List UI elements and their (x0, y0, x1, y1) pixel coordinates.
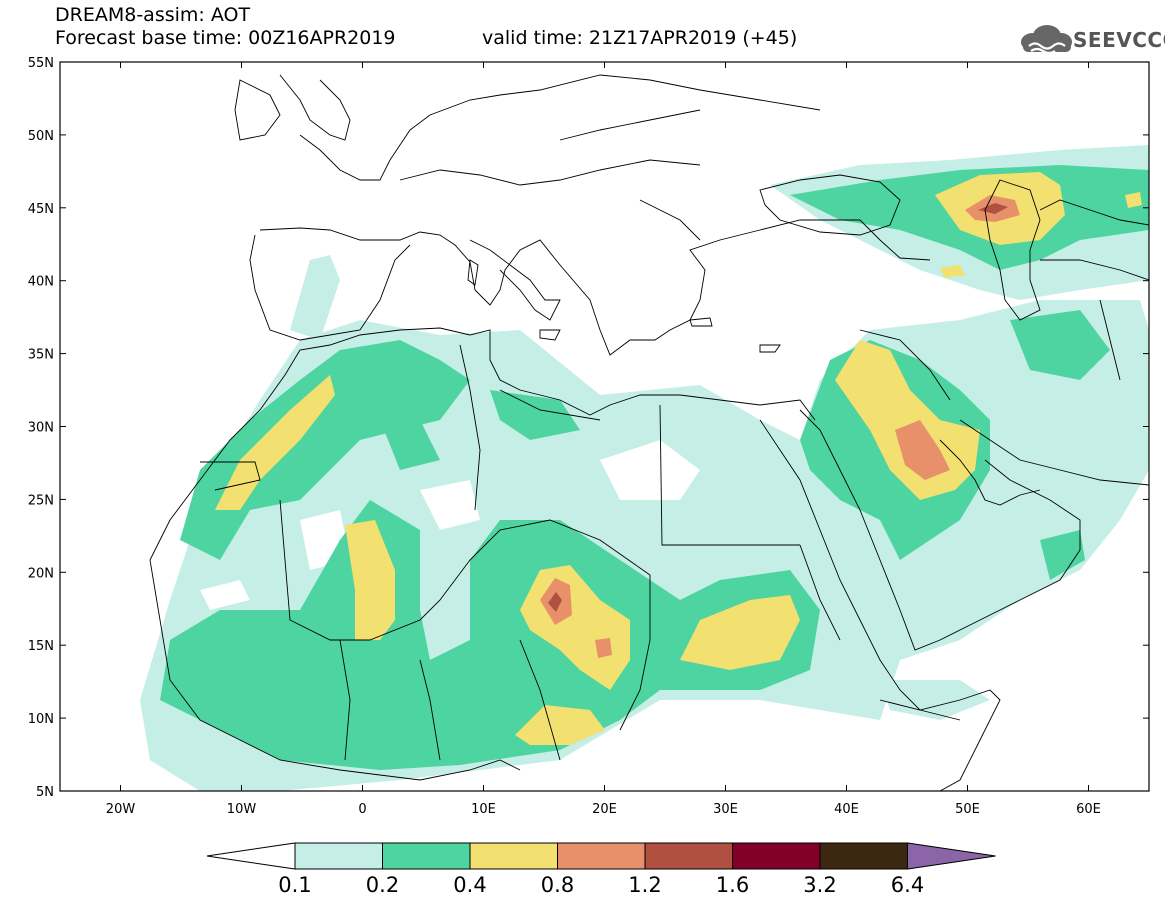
lat-label: 50N (28, 129, 54, 144)
lat-label: 20N (28, 566, 54, 581)
lat-label: 30N (28, 421, 54, 436)
aot-band-0.4 (215, 172, 1142, 745)
lat-label: 15N (28, 639, 54, 654)
colorbar-segment (557, 842, 646, 870)
colorbar-under-arrow (206, 842, 296, 870)
logo-text: SEEVCCC (1073, 28, 1165, 52)
colorbar-label: 0.2 (366, 873, 399, 897)
aot-field (140, 145, 1149, 791)
forecast-base-time: Forecast base time: 00Z16APR2019 (55, 27, 396, 49)
colorbar-segment (732, 842, 821, 870)
lon-label: 60E (1076, 802, 1101, 817)
lon-label: 20W (106, 802, 136, 817)
map-title: DREAM8-assim: AOT (55, 4, 251, 26)
valid-time: valid time: 21Z17APR2019 (+45) (482, 27, 798, 49)
colorbar-segment (644, 842, 733, 870)
longitude-axis: 20W 10W 0 10E 20E 30E 40E 50E 60E (106, 62, 1101, 817)
lat-label: 25N (28, 493, 54, 508)
latitude-axis: 55N 50N 45N 40N 35N 30N 25N 20N 15N 10N 5N (28, 56, 1149, 800)
lon-label: 10W (227, 802, 257, 817)
colorbar-label: 0.4 (453, 873, 486, 897)
lat-label: 10N (28, 712, 54, 727)
lon-label: 10E (471, 802, 496, 817)
colorbar-label: 1.2 (628, 873, 661, 897)
colorbar: 0.1 0.2 0.4 0.8 1.2 1.6 3.2 6.4 (206, 842, 996, 897)
lon-label: 0 (358, 802, 366, 817)
lon-label: 40E (834, 802, 859, 817)
colorbar-label: 1.6 (716, 873, 749, 897)
colorbar-label: 6.4 (891, 873, 924, 897)
lon-label: 20E (592, 802, 617, 817)
aot-clear-areas (200, 440, 700, 610)
coastlines-and-borders (149, 74, 1149, 791)
lon-label: 30E (713, 802, 738, 817)
cloud-icon (1021, 25, 1072, 55)
lon-label: 50E (955, 802, 980, 817)
colorbar-over-arrow (907, 842, 996, 870)
lat-label: 5N (36, 785, 54, 800)
colorbar-label: 0.1 (278, 873, 311, 897)
colorbar-label: 3.2 (803, 873, 836, 897)
lat-label: 35N (28, 348, 54, 363)
colorbar-segment (469, 842, 558, 870)
colorbar-segment (819, 842, 908, 870)
lat-label: 45N (28, 202, 54, 217)
lat-label: 55N (28, 56, 54, 71)
lat-label: 40N (28, 275, 54, 290)
colorbar-label: 0.8 (541, 873, 574, 897)
colorbar-segment (294, 842, 383, 870)
colorbar-segment (382, 842, 471, 870)
